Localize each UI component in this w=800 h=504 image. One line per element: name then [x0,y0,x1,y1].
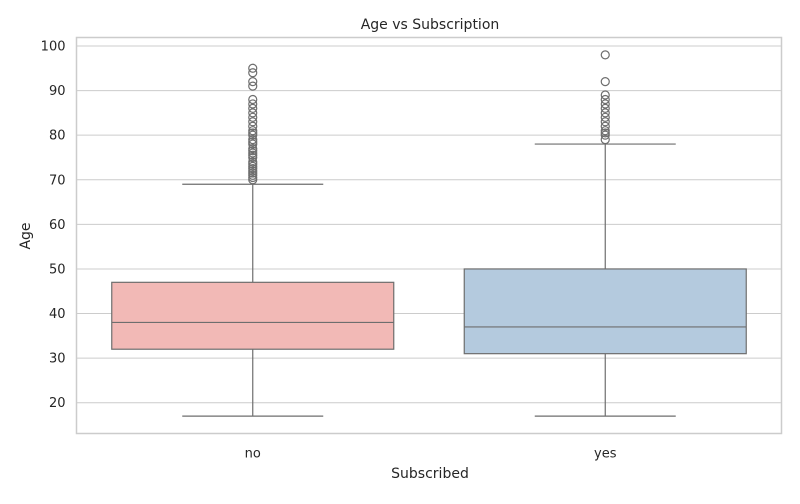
outlier-point-no-19 [248,126,258,136]
outlier-point-no-24 [248,103,258,114]
x-tick-label-yes: yes [594,447,617,462]
y-tick-label-50: 50 [49,262,66,277]
outlier-point-no-16 [248,135,258,145]
outlier-point-no-21 [248,117,258,127]
plot-frame [75,36,783,435]
outlier-point-no-22 [248,112,258,122]
y-tick-label-30: 30 [49,352,66,367]
outlier-point-yes-12 [600,77,610,87]
y-tick-label-80: 80 [49,129,66,144]
outlier-point-yes-7 [600,108,610,118]
outlier-point-no-25 [248,99,258,109]
y-axis-label: Age [18,222,34,249]
outlier-point-yes-3 [600,126,610,136]
outlier-point-no-29 [248,68,258,78]
y-tick-label-20: 20 [49,396,66,411]
outlier-point-no-27 [248,81,258,91]
y-tick-label-40: 40 [49,307,66,322]
outlier-point-yes-11 [600,90,610,100]
chart-title: Age vs Subscription [361,17,500,33]
outlier-point-yes-13 [600,50,610,60]
outlier-point-yes-10 [600,94,610,105]
y-tick-label-90: 90 [49,84,66,99]
outlier-point-yes-5 [600,117,610,127]
outlier-point-no-28 [248,77,258,87]
iqr-box-no [111,281,395,350]
outlier-point-yes-4 [600,121,610,131]
outlier-point-no-30 [248,63,258,73]
y-tick-label-60: 60 [49,218,66,233]
box-group-yes [463,50,747,417]
outlier-point-no-8 [248,157,258,167]
iqr-box-yes [463,268,747,355]
boxes-layer [111,50,747,417]
outlier-point-yes-9 [600,99,610,109]
x-axis-ticks: no yes [245,447,617,462]
x-tick-label-no: no [245,447,261,462]
y-tick-label-100: 100 [41,39,66,54]
outlier-point-no-13 [248,143,258,154]
y-tick-label-70: 70 [49,173,66,188]
y-axis-ticks: 20 30 40 50 60 70 80 90 100 [41,39,66,411]
outlier-point-yes-8 [600,103,610,114]
outlier-point-yes-6 [600,112,610,122]
outlier-point-no-20 [248,121,258,131]
box-group-no [111,63,395,417]
outlier-point-yes-0 [600,135,610,145]
outlier-point-no-23 [248,108,258,118]
outlier-point-no-26 [248,94,258,105]
x-axis-label: Subscribed [391,466,469,482]
